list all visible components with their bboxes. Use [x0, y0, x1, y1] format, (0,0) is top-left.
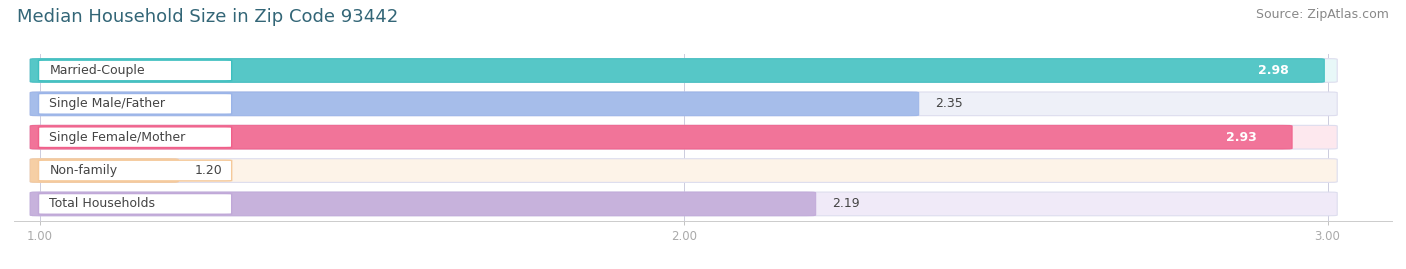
Text: 2.35: 2.35: [935, 97, 963, 110]
Text: Total Households: Total Households: [49, 197, 156, 210]
Text: 2.93: 2.93: [1226, 131, 1257, 144]
Text: Non-family: Non-family: [49, 164, 118, 177]
FancyBboxPatch shape: [38, 127, 232, 147]
Text: Single Female/Mother: Single Female/Mother: [49, 131, 186, 144]
FancyBboxPatch shape: [30, 92, 918, 116]
Text: 1.20: 1.20: [194, 164, 222, 177]
Text: Source: ZipAtlas.com: Source: ZipAtlas.com: [1256, 8, 1389, 21]
FancyBboxPatch shape: [30, 59, 1337, 82]
FancyBboxPatch shape: [30, 125, 1337, 149]
Text: 2.19: 2.19: [832, 197, 859, 210]
FancyBboxPatch shape: [30, 192, 1337, 216]
FancyBboxPatch shape: [38, 60, 232, 81]
Text: 2.98: 2.98: [1258, 64, 1289, 77]
FancyBboxPatch shape: [30, 59, 1324, 82]
Text: Married-Couple: Married-Couple: [49, 64, 145, 77]
FancyBboxPatch shape: [30, 125, 1292, 149]
FancyBboxPatch shape: [30, 92, 1337, 116]
FancyBboxPatch shape: [30, 192, 815, 216]
FancyBboxPatch shape: [38, 194, 232, 214]
Text: Single Male/Father: Single Male/Father: [49, 97, 166, 110]
FancyBboxPatch shape: [30, 159, 1337, 182]
Text: Median Household Size in Zip Code 93442: Median Household Size in Zip Code 93442: [17, 8, 398, 26]
FancyBboxPatch shape: [38, 94, 232, 114]
FancyBboxPatch shape: [38, 160, 232, 181]
FancyBboxPatch shape: [30, 159, 179, 182]
